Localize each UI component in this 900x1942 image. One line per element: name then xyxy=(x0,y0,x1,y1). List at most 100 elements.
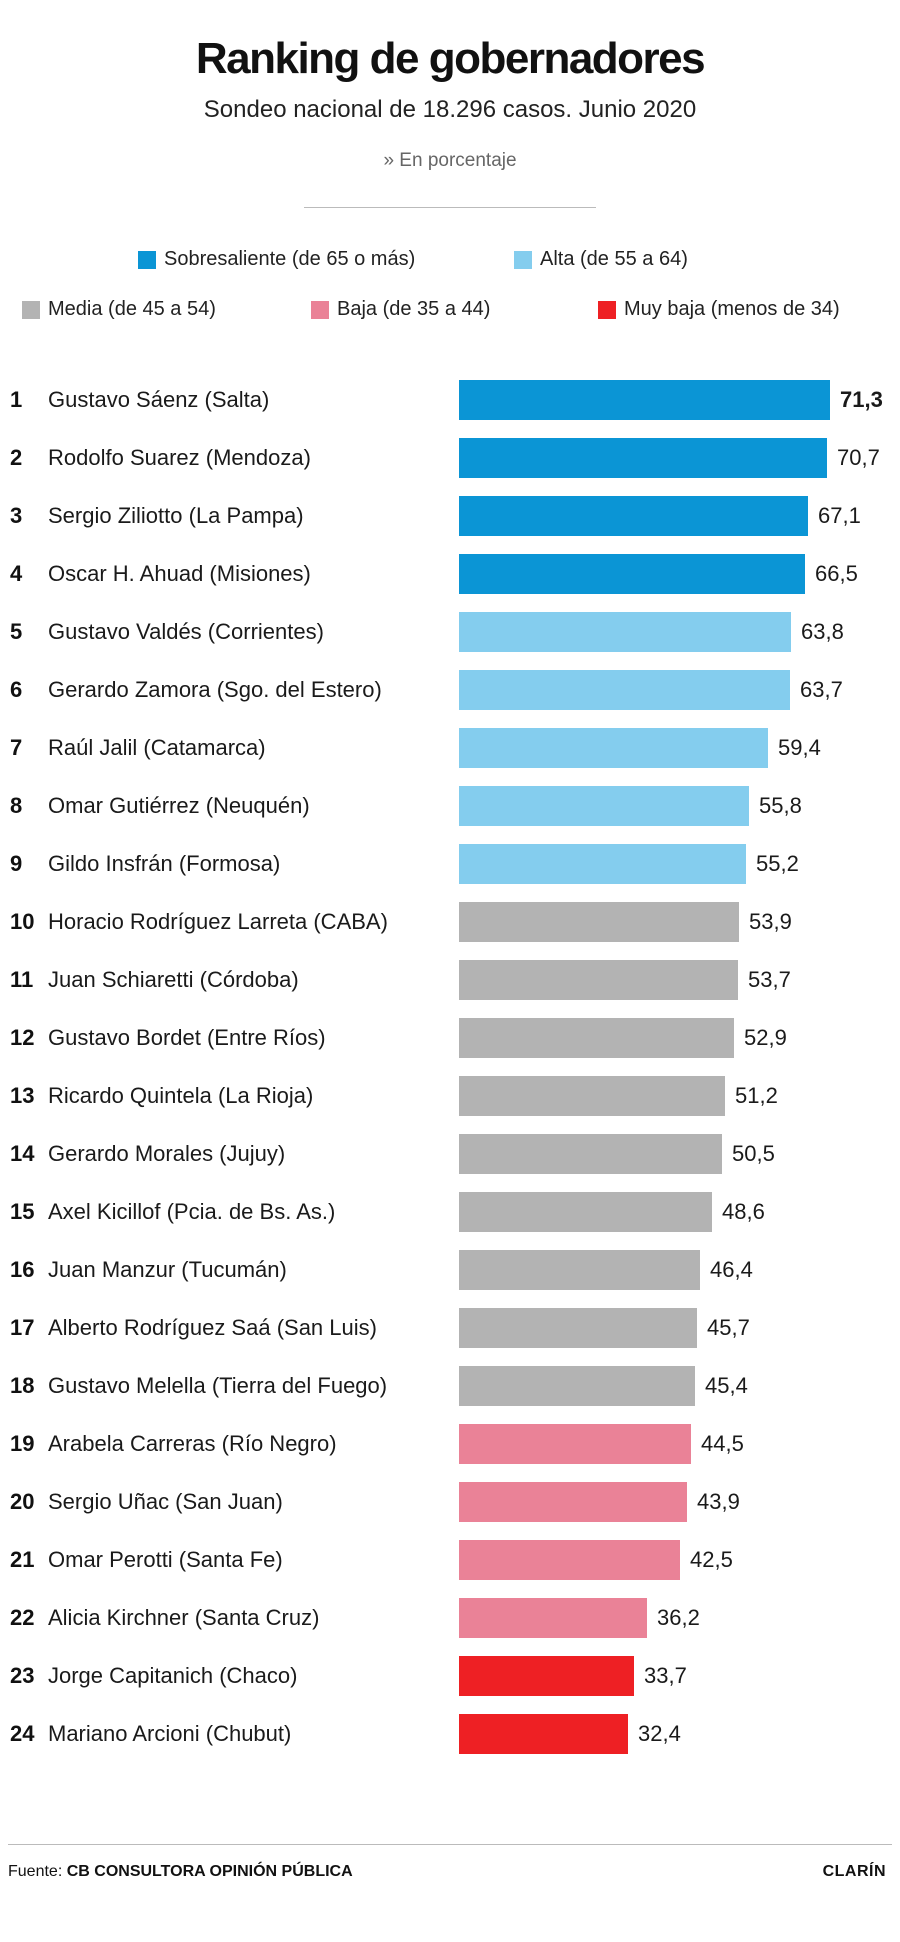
rank-label: 13 xyxy=(10,1083,35,1108)
governor-label: Gustavo Valdés (Corrientes) xyxy=(48,619,324,644)
rank-label: 21 xyxy=(10,1547,35,1572)
bar xyxy=(459,670,790,710)
value-label: 66,5 xyxy=(815,561,858,586)
value-label: 46,4 xyxy=(710,1257,753,1282)
source-credit: Fuente: CB CONSULTORA OPINIÓN PÚBLICA xyxy=(8,1863,353,1881)
rank-label: 11 xyxy=(10,967,34,992)
value-label: 42,5 xyxy=(690,1547,733,1572)
value-label: 45,7 xyxy=(707,1315,750,1340)
rank-label: 16 xyxy=(10,1257,35,1282)
bar xyxy=(459,1714,628,1754)
rank-label: 17 xyxy=(10,1315,35,1340)
chart-row: 22 Alicia Kirchner (Santa Cruz) 36,2 xyxy=(0,1596,900,1640)
governor-label: Omar Gutiérrez (Neuquén) xyxy=(48,793,310,818)
header-divider xyxy=(304,207,596,208)
rank-label: 14 xyxy=(10,1141,35,1166)
value-label: 44,5 xyxy=(701,1431,744,1456)
rank-label: 7 xyxy=(10,735,23,760)
rank-label: 23 xyxy=(10,1663,35,1688)
governor-label: Alicia Kirchner (Santa Cruz) xyxy=(48,1605,320,1630)
governor-label: Omar Perotti (Santa Fe) xyxy=(48,1547,283,1572)
chart-row: 7 Raúl Jalil (Catamarca) 59,4 xyxy=(0,726,900,770)
rank-label: 20 xyxy=(10,1489,35,1514)
bar xyxy=(459,1076,725,1116)
chart-row: 20 Sergio Uñac (San Juan) 43,9 xyxy=(0,1480,900,1524)
bar xyxy=(459,1482,687,1522)
bar xyxy=(459,1308,697,1348)
bar xyxy=(459,1018,734,1058)
governor-label: Horacio Rodríguez Larreta (CABA) xyxy=(48,909,388,934)
chart-title: Ranking de gobernadores xyxy=(195,34,706,83)
legend-swatch xyxy=(311,300,329,319)
value-label: 50,5 xyxy=(732,1141,775,1166)
legend-item-alta: Alta (de 55 a 64) xyxy=(514,248,688,271)
rank-label: 8 xyxy=(10,793,23,818)
bar xyxy=(459,1598,647,1638)
rank-label: 10 xyxy=(10,909,35,934)
chart-row: 23 Jorge Capitanich (Chaco) 33,7 xyxy=(0,1654,900,1698)
legend-item-sobresaliente: Sobresaliente (de 65 o más) xyxy=(138,248,415,271)
value-label: 45,4 xyxy=(705,1373,748,1398)
governor-label: Gustavo Bordet (Entre Ríos) xyxy=(48,1025,326,1050)
chart-row: 16 Juan Manzur (Tucumán) 46,4 xyxy=(0,1248,900,1292)
value-label: 59,4 xyxy=(778,735,821,760)
chart-row: 17 Alberto Rodríguez Saá (San Luis) 45,7 xyxy=(0,1306,900,1350)
rank-label: 12 xyxy=(10,1025,35,1050)
bar xyxy=(459,496,808,536)
legend-label: Alta (de 55 a 64) xyxy=(540,248,688,270)
value-label: 67,1 xyxy=(818,503,861,528)
governor-label: Juan Manzur (Tucumán) xyxy=(48,1257,287,1282)
chart-row: 15 Axel Kicillof (Pcia. de Bs. As.) 48,6 xyxy=(0,1190,900,1234)
value-label: 63,8 xyxy=(801,619,844,644)
rank-label: 18 xyxy=(10,1373,35,1398)
bar xyxy=(459,1192,712,1232)
governor-label: Juan Schiaretti (Córdoba) xyxy=(48,967,299,992)
bar xyxy=(459,612,791,652)
bar xyxy=(459,1366,695,1406)
governor-label: Gustavo Melella (Tierra del Fuego) xyxy=(48,1373,388,1398)
bar xyxy=(459,1134,722,1174)
value-label: 48,6 xyxy=(722,1199,765,1224)
rank-label: 5 xyxy=(10,619,23,644)
bar xyxy=(459,1656,634,1696)
governor-label: Axel Kicillof (Pcia. de Bs. As.) xyxy=(48,1199,336,1224)
governor-label: Gildo Insfrán (Formosa) xyxy=(48,851,281,876)
governor-label: Sergio Ziliotto (La Pampa) xyxy=(48,503,304,528)
chart-row: 6 Gerardo Zamora (Sgo. del Estero) 63,7 xyxy=(0,668,900,712)
bar xyxy=(459,902,739,942)
chart-row: 11 Juan Schiaretti (Córdoba) 53,7 xyxy=(0,958,900,1002)
bar xyxy=(459,786,749,826)
legend-label: Sobresaliente (de 65 o más) xyxy=(164,248,416,270)
rank-label: 1 xyxy=(10,387,23,412)
value-label: 55,8 xyxy=(759,793,802,818)
chart-row: 18 Gustavo Melella (Tierra del Fuego) 45,4 xyxy=(0,1364,900,1408)
rank-label: 22 xyxy=(10,1605,35,1630)
governor-label: Sergio Uñac (San Juan) xyxy=(48,1489,283,1514)
value-label: 53,7 xyxy=(748,967,791,992)
chart-row: 21 Omar Perotti (Santa Fe) 42,5 xyxy=(0,1538,900,1582)
bar xyxy=(459,1540,680,1580)
bar xyxy=(459,554,805,594)
chart-row: 3 Sergio Ziliotto (La Pampa) 67,1 xyxy=(0,494,900,538)
value-label: 53,9 xyxy=(749,909,792,934)
chart-row: 10 Horacio Rodríguez Larreta (CABA) 53,9 xyxy=(0,900,900,944)
value-label: 33,7 xyxy=(644,1663,687,1688)
rank-label: 3 xyxy=(10,503,23,528)
governor-label: Arabela Carreras (Río Negro) xyxy=(48,1431,337,1456)
governor-label: Jorge Capitanich (Chaco) xyxy=(48,1663,298,1688)
rank-label: 9 xyxy=(10,851,23,876)
source-prefix: Fuente: xyxy=(8,1863,63,1880)
bar xyxy=(459,728,768,768)
legend-swatch xyxy=(598,300,616,319)
value-label: 51,2 xyxy=(735,1083,778,1108)
legend-item-baja: Baja (de 35 a 44) xyxy=(311,298,490,321)
legend-label: Media (de 45 a 54) xyxy=(48,298,216,320)
value-label: 63,7 xyxy=(800,677,843,702)
brand-label: CLARÍN xyxy=(822,1863,886,1880)
value-label: 32,4 xyxy=(638,1721,681,1746)
value-label: 71,3 xyxy=(840,387,883,412)
bar xyxy=(459,1424,691,1464)
value-label: 43,9 xyxy=(697,1489,740,1514)
rank-label: 19 xyxy=(10,1431,35,1456)
legend-label: Baja (de 35 a 44) xyxy=(337,298,491,320)
